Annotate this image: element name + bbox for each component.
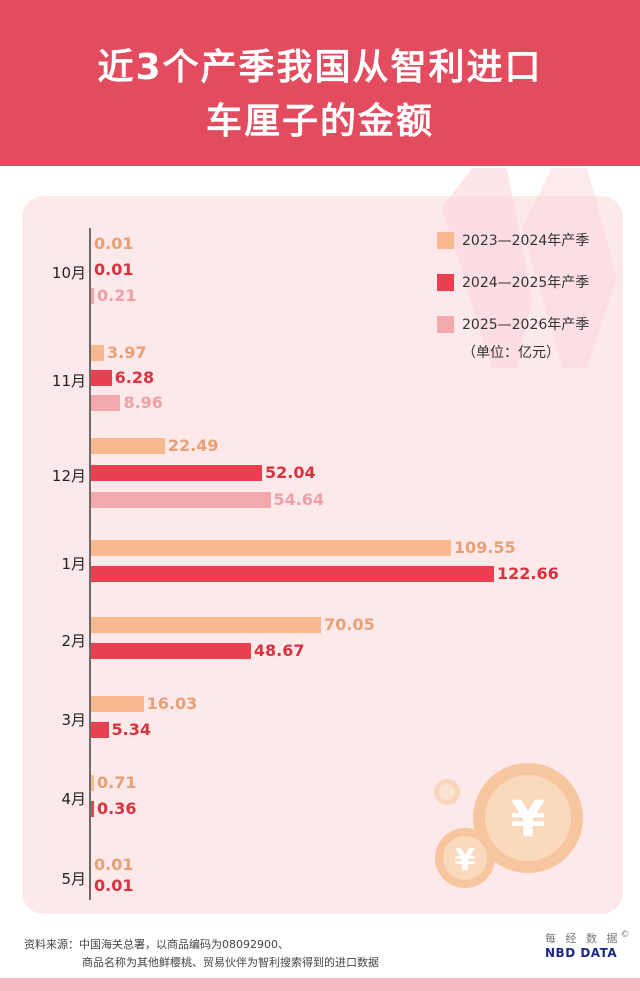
value-label: 0.01 [94,260,134,279]
background-decoration [442,168,617,368]
value-label: 5.34 [111,720,152,739]
value-label: 0.01 [94,855,134,874]
chart-title-line-1: 近3个产季我国从智利进口 [97,47,543,88]
bar [91,566,494,582]
logo-english: NBD DATA [545,946,618,960]
category-label: 11月 [51,372,86,390]
svg-text:¥: ¥ [511,790,546,848]
svg-text:¥: ¥ [455,843,476,878]
logo-copyright-mark: © [620,930,633,940]
legend-swatch [437,316,454,333]
legend-item-2023-2024: 2023—2024年产季 [437,230,627,250]
bar [91,643,251,659]
y-axis-line [89,228,91,900]
value-label: 52.04 [264,463,316,482]
source-line-1: 资料来源：中国海关总署，以商品编码为08092900、 [24,938,289,951]
value-label: 48.67 [253,641,305,660]
chart-title-line-2: 车厘子的金额 [205,101,434,142]
legend-label: 2024—2025年产季 [462,275,590,291]
bar [91,438,165,454]
value-label: 3.97 [107,343,147,362]
value-label: 0.01 [94,876,134,895]
value-label: 122.66 [497,564,559,583]
category-label: 2月 [61,632,86,650]
value-label: 109.55 [453,538,516,557]
bar [91,696,144,712]
bar [91,801,94,817]
legend-item-2024-2025: 2024—2025年产季 [437,272,627,292]
logo-chinese: 每 经 数 据 [545,932,621,945]
bar [91,395,121,411]
bar [91,288,94,304]
value-label: 16.03 [146,694,198,713]
bar [91,370,112,386]
value-label: 0.21 [97,286,137,305]
category-label: 1月 [61,555,86,573]
bar [91,345,105,361]
value-label: 0.71 [97,773,137,792]
legend-label: 2025—2026年产季 [462,317,590,333]
unit-label: （单位：亿元） [462,345,560,361]
nbd-data-logo: 每 经 数 据© NBD DATA [545,930,635,960]
category-label: 5月 [61,869,86,888]
category-label: 10月 [51,264,86,282]
legend-label: 2023—2024年产季 [462,233,590,249]
header-banner: 近3个产季我国从智利进口 车厘子的金额 [0,0,640,166]
bar [91,492,271,508]
source-line-2: 商品名称为其他鲜樱桃、贸易伙伴为智利搜索得到的进口数据 [82,956,379,969]
value-label: 70.05 [324,615,375,634]
bar [91,775,94,791]
category-label: 12月 [51,467,86,485]
value-label: 22.49 [167,436,219,455]
legend-item-2025-2026: 2025—2026年产季 [437,314,627,334]
value-label: 54.64 [273,490,325,509]
footer-bar [0,978,640,991]
data-source-note: 资料来源：中国海关总署，以商品编码为08092900、 商品名称为其他鲜樱桃、贸… [24,936,379,972]
yuan-coins-illustration: ¥ ¥ [434,763,583,888]
bar [91,722,109,738]
value-label: 6.28 [114,368,155,387]
legend-swatch [437,274,454,291]
category-label: 4月 [61,790,86,808]
value-label: 0.36 [97,799,137,818]
bar [91,540,451,556]
value-label: 8.96 [123,393,163,412]
bar [91,617,322,633]
bar [91,465,262,481]
value-label: 0.01 [94,234,134,253]
category-label: 3月 [61,711,86,729]
legend-swatch [437,232,454,249]
